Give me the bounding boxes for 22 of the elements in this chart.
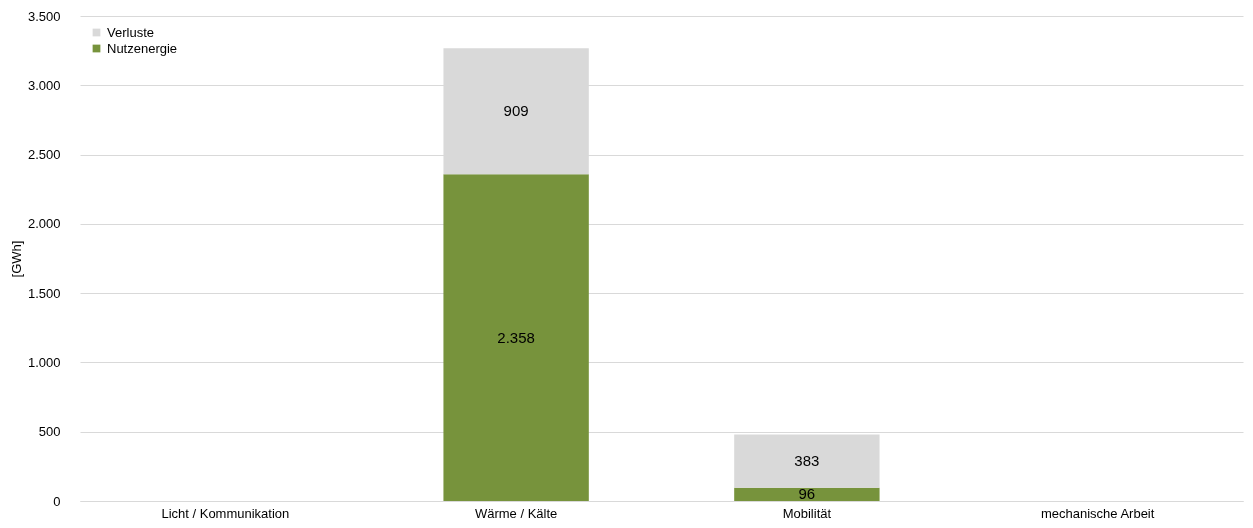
bar xyxy=(734,434,880,488)
legend-label: Verluste xyxy=(107,24,154,40)
y-tick-label: 1.500 xyxy=(27,285,61,301)
x-tick-label: Mobilität xyxy=(782,505,832,521)
x-tick-label: Wärme / Kälte xyxy=(474,505,558,521)
data-label: 909 xyxy=(503,102,529,120)
y-tick-label: 3.500 xyxy=(27,8,61,24)
y-tick-label: 3.000 xyxy=(27,77,61,93)
bar xyxy=(443,174,589,501)
y-tick-label: 500 xyxy=(38,424,61,440)
legend-label: Nutzenergie xyxy=(107,40,178,56)
data-label: 2.358 xyxy=(497,328,535,346)
y-axis-title: [GWh] xyxy=(8,240,24,278)
y-tick-label: 0 xyxy=(53,493,61,509)
x-tick-label: Licht / Kommunikation xyxy=(161,505,290,521)
bar xyxy=(734,487,880,501)
y-tick-label: 2.500 xyxy=(27,147,61,163)
data-label: 383 xyxy=(794,452,820,470)
y-tick-label: 1.000 xyxy=(27,354,61,370)
data-label: 96 xyxy=(798,485,816,503)
y-tick-label: 2.000 xyxy=(27,216,61,232)
x-tick-label: mechanische Arbeit xyxy=(1040,505,1155,521)
